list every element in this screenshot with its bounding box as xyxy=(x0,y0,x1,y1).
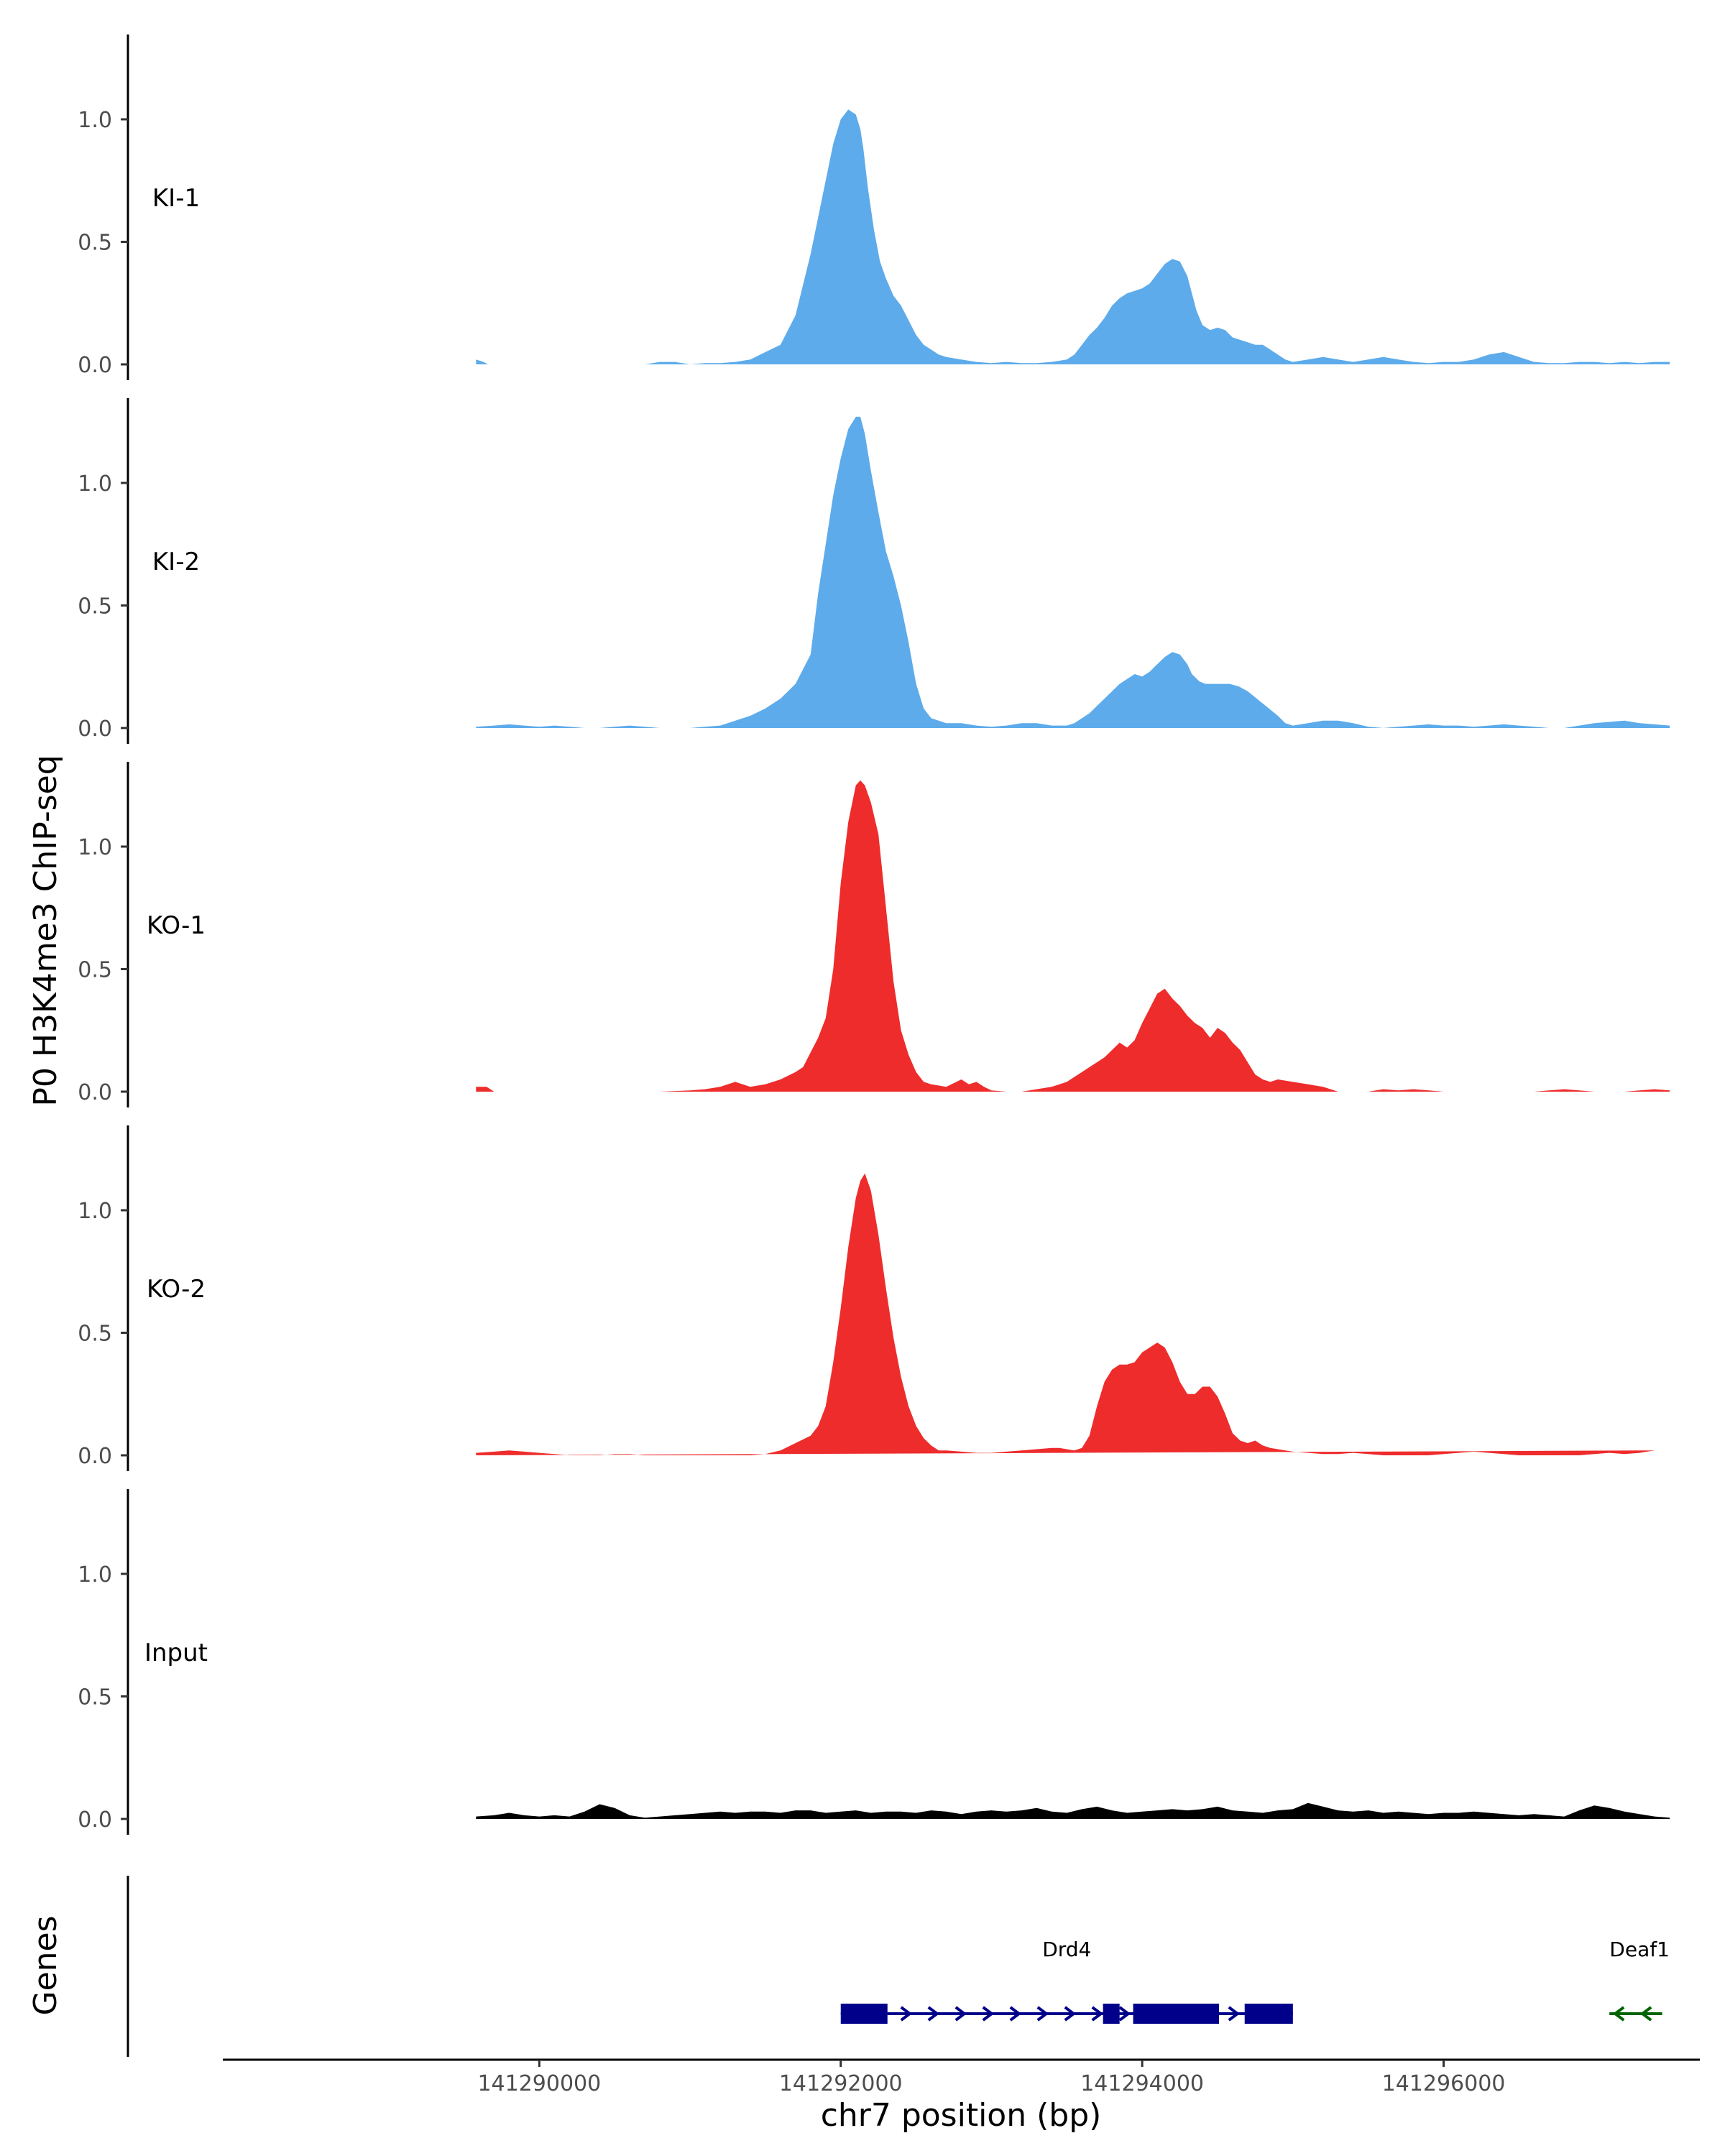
y-tick-label: 0.0 xyxy=(78,1444,112,1469)
strand-arrow xyxy=(1091,2006,1104,2022)
y-tick-label: 1.0 xyxy=(78,108,112,133)
strand-arrow xyxy=(1036,2006,1049,2022)
track-ki-2: 0.0 0.5 1.0 KI-2 xyxy=(78,398,1670,744)
genes-axis-title: Genes xyxy=(27,1915,64,2015)
y-tick-label: 0.5 xyxy=(78,958,112,983)
strand-arrow xyxy=(1064,2006,1077,2022)
x-tick-label: 141294000 xyxy=(1080,2071,1204,2096)
strand-arrow xyxy=(900,2006,913,2022)
track-ki-1: 0.0 0.5 1.0 KI-1 xyxy=(78,34,1670,380)
strand-arrow xyxy=(1009,2006,1022,2022)
y-tick-label: 0.5 xyxy=(78,231,112,256)
x-tick-label: 141292000 xyxy=(779,2071,903,2096)
y-tick-label: 1.0 xyxy=(78,1562,112,1588)
gene-label: Deaf1 xyxy=(1609,1938,1670,1961)
strand-arrow xyxy=(1612,2006,1625,2022)
track-ko-1: 0.0 0.5 1.0 KO-1 xyxy=(78,762,1670,1107)
strand-arrow xyxy=(1228,2006,1241,2022)
y-tick-label: 0.0 xyxy=(78,1807,112,1833)
gene-label: Drd4 xyxy=(1042,1938,1091,1961)
track-label: Input xyxy=(144,1639,208,1667)
y-tick-label: 0.0 xyxy=(78,1080,112,1105)
track-label: KO-1 xyxy=(147,911,206,940)
track-label: KO-2 xyxy=(147,1275,206,1304)
y-tick-label: 1.0 xyxy=(78,471,112,497)
x-tick-label: 141296000 xyxy=(1382,2071,1506,2096)
track-panels: 0.00.51.0KI-10.00.51.0KI-20.00.51.0KO-10… xyxy=(78,34,1670,1835)
y-tick-label: 0.0 xyxy=(78,353,112,378)
strand-arrow xyxy=(954,2006,967,2022)
x-axis-title: chr7 position (bp) xyxy=(821,2097,1102,2134)
y-tick-label: 0.0 xyxy=(78,717,112,742)
strand-arrow xyxy=(1118,2006,1131,2022)
coverage-area-input xyxy=(476,1802,1670,1819)
x-tick-label: 141290000 xyxy=(477,2071,601,2096)
track-label: KI-2 xyxy=(152,548,200,576)
x-axis: 141290000 141292000 141294000 141296000 xyxy=(223,2058,1700,2096)
strand-arrow xyxy=(927,2006,940,2022)
exon-block xyxy=(1244,2004,1293,2024)
track-ko-2: 0.0 0.5 1.0 KO-2 xyxy=(78,1125,1655,1471)
exon-block xyxy=(840,2004,888,2024)
track-input: 0.0 0.5 1.0 Input xyxy=(78,1489,1670,1835)
gene-panel: Drd4 Deaf1 xyxy=(126,1876,1670,2057)
y-tick-label: 1.0 xyxy=(78,835,112,860)
gene-deaf1: Deaf1 xyxy=(1609,1938,1670,2022)
strand-arrow xyxy=(1639,2006,1652,2022)
track-label: KI-1 xyxy=(152,184,200,213)
exon-block xyxy=(1103,2004,1120,2024)
strand-arrow xyxy=(982,2006,995,2022)
y-tick-label: 1.0 xyxy=(78,1199,112,1224)
exon-block xyxy=(1133,2004,1220,2024)
y-axis-title: P0 H3K4me3 ChIP-seq xyxy=(27,755,64,1106)
gene-drd4: Drd4 xyxy=(840,1938,1293,2024)
y-tick-label: 0.5 xyxy=(78,1685,112,1710)
y-tick-label: 0.5 xyxy=(78,1322,112,1347)
y-tick-label: 0.5 xyxy=(78,594,112,619)
